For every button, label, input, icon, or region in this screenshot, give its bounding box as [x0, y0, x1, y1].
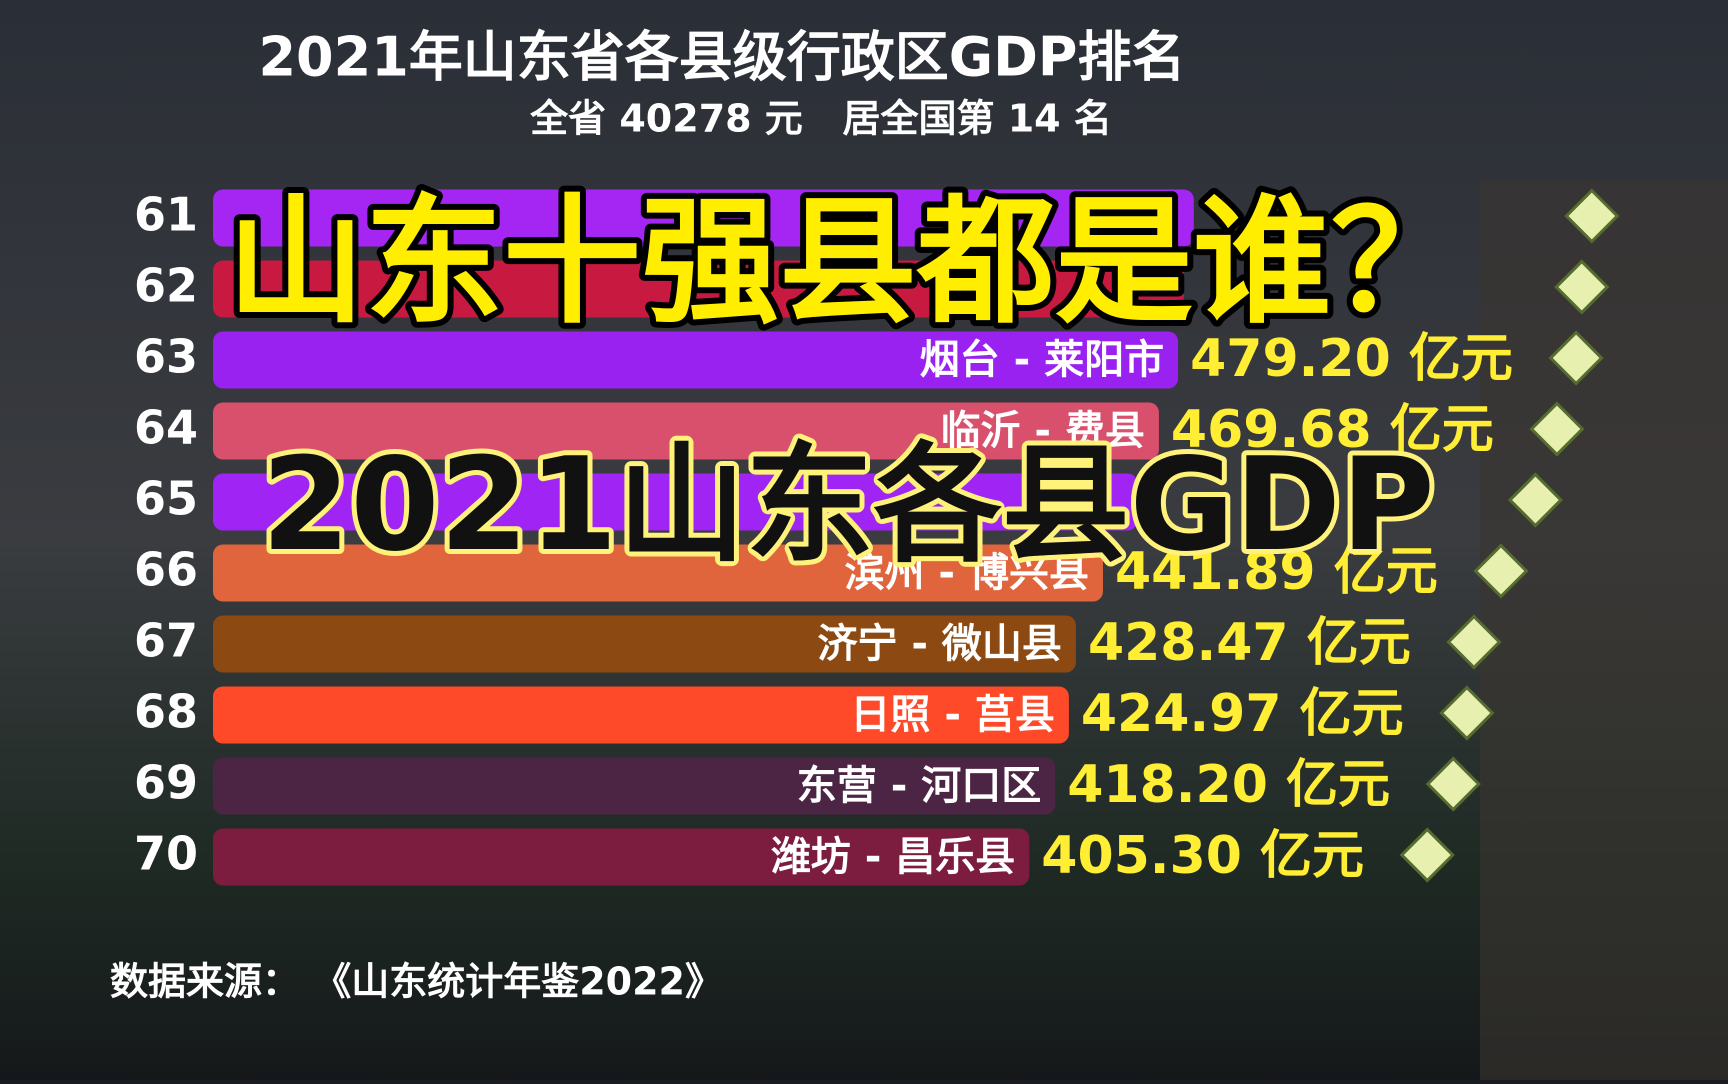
- bar-label: 济宁 - 微山县: [817, 621, 1061, 667]
- bar: [213, 473, 1138, 531]
- rank-label: 64: [134, 401, 198, 455]
- money-icon: [1554, 259, 1610, 315]
- money-icon: [1548, 330, 1604, 386]
- value-label: 428.47 亿元: [1088, 613, 1411, 673]
- overlay-headline: 山东十强县都是谁？: [227, 182, 1469, 343]
- bars: 61 62 63 烟台 - 莱阳市 479.20 亿元 64 临沂 - 费县 469.68 亿…: [134, 188, 1620, 886]
- bar: [213, 544, 1103, 602]
- rank-label: 68: [134, 685, 198, 739]
- chart-subtitle: 全省 40278 元 居全国第 14 名: [529, 97, 1112, 141]
- bar: [213, 260, 1184, 318]
- value-label: 418.20 亿元: [1067, 755, 1390, 815]
- rank-label: 65: [134, 472, 198, 526]
- bar: [213, 331, 1179, 389]
- bar-label: 滨州 - 博兴县: [845, 550, 1089, 596]
- money-icon: [1446, 614, 1502, 670]
- rank-label: 61: [134, 188, 198, 242]
- value-label: 424.97 亿元: [1081, 684, 1404, 744]
- money-icon: [1529, 401, 1585, 457]
- bar: [213, 686, 1069, 744]
- rank-label: 63: [134, 330, 198, 384]
- rank-label: 67: [134, 614, 198, 668]
- bar: [213, 189, 1194, 247]
- source-note: 数据来源： 《山东统计年鉴2022》: [110, 960, 723, 1004]
- value-label: 479.20 亿元: [1190, 329, 1513, 389]
- value-label: 469.68 亿元: [1171, 400, 1494, 460]
- background-buildings: [1480, 180, 1728, 1080]
- money-icon: [1399, 827, 1455, 883]
- bar-label: 东营 - 河口区: [797, 763, 1041, 809]
- chart-title: 2021年山东省各县级行政区GDP排名: [258, 26, 1185, 89]
- bar-label: 潍坊 - 昌乐县: [771, 834, 1015, 880]
- bar-label: 临沂 - 费县: [940, 408, 1144, 454]
- money-icon: [1439, 685, 1495, 741]
- value-label: 441.89 亿元: [1115, 542, 1438, 602]
- rank-label: 66: [134, 543, 198, 597]
- money-icon: [1564, 188, 1620, 244]
- rank-label: 70: [134, 827, 198, 881]
- money-icon: [1507, 472, 1564, 528]
- value-label: 405.30 亿元: [1041, 826, 1364, 886]
- rank-label: 69: [134, 756, 198, 810]
- bar: [213, 757, 1056, 815]
- rank-label: 62: [134, 259, 198, 313]
- bar: [213, 402, 1159, 460]
- bar: [213, 615, 1076, 673]
- bar-label: 日照 - 莒县: [850, 692, 1054, 738]
- money-icon: [1473, 543, 1529, 599]
- bar: [213, 828, 1030, 886]
- money-icon: [1425, 756, 1481, 812]
- overlay-subheadline: 2021山东各县GDP: [261, 431, 1434, 580]
- bar-label: 烟台 - 莱阳市: [920, 337, 1164, 383]
